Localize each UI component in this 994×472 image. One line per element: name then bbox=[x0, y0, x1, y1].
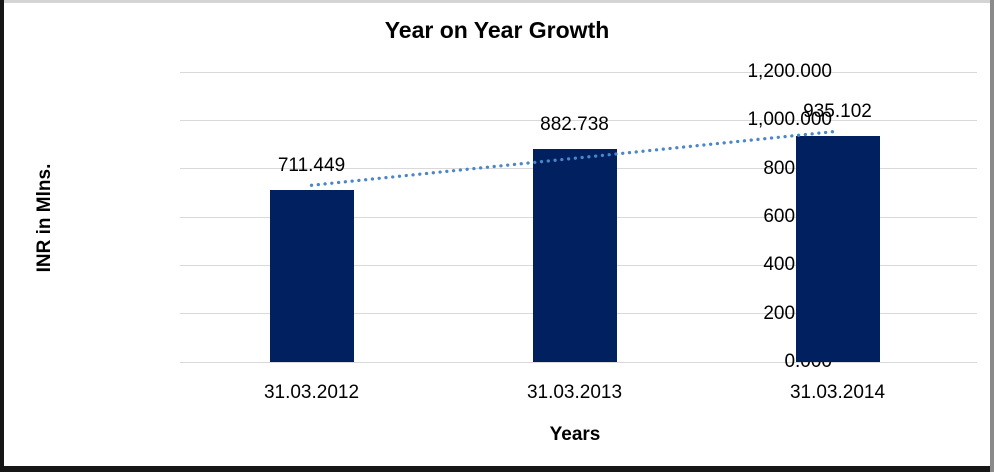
bar bbox=[795, 136, 880, 362]
gridline bbox=[180, 119, 977, 121]
gridline bbox=[180, 361, 977, 363]
chart-title: Year on Year Growth bbox=[384, 17, 610, 43]
bar bbox=[269, 190, 354, 362]
frame-border-right bbox=[990, 0, 994, 472]
bar-value-label: 882.738 bbox=[540, 113, 609, 135]
frame-border-top bbox=[0, 0, 994, 3]
y-tick-label: 1,200.000 bbox=[747, 61, 832, 82]
bar-value-label: 711.449 bbox=[277, 155, 346, 177]
frame-border-bottom bbox=[0, 466, 994, 472]
frame-border-left bbox=[0, 0, 4, 472]
x-tick-label: 31.03.2012 bbox=[263, 382, 360, 403]
y-axis-title: INR in Mlns. bbox=[34, 163, 55, 273]
bar bbox=[532, 148, 617, 362]
x-tick-label: 31.03.2013 bbox=[526, 382, 623, 403]
y-tick-label: 1,000.000 bbox=[747, 109, 832, 131]
x-axis-title: Years bbox=[549, 424, 601, 445]
gridline bbox=[180, 71, 977, 73]
bar-value-label: 935.102 bbox=[803, 101, 872, 123]
x-tick-label: 31.03.2014 bbox=[789, 382, 886, 403]
